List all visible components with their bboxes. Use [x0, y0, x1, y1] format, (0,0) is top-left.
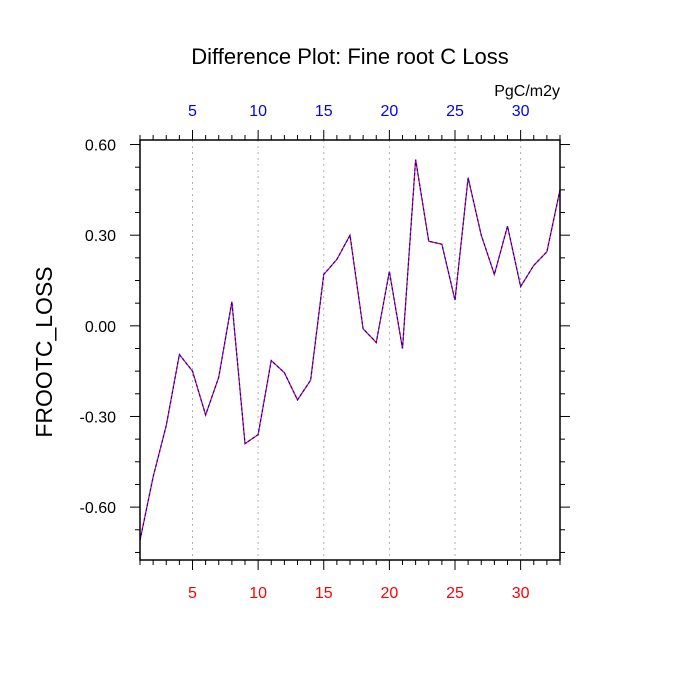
y-axis-label: FROOTC_LOSS [31, 266, 57, 437]
x-tick-label-bottom: 15 [315, 585, 333, 602]
x-tick-label-bottom: 25 [446, 585, 464, 602]
y-tick-label: 0.60 [85, 138, 116, 155]
data-line [139, 159, 561, 541]
units-label: PgC/m2y [494, 83, 560, 100]
plot-area: 0.60 0.30 0.00 -0.30 -0.60 5 5 10 10 15 15 20 20 25 25… [80, 103, 570, 602]
x-tick-label-top: 25 [446, 103, 464, 120]
plot-frame [139, 139, 561, 561]
y-tick-label: 0.00 [85, 319, 116, 336]
x-tick-label-top: 20 [380, 103, 398, 120]
x-tick-label-bottom: 20 [380, 585, 398, 602]
data-line-overlay [139, 159, 561, 541]
x-tick-label-top: 15 [315, 103, 333, 120]
x-tick-label-bottom: 10 [249, 585, 267, 602]
x-tick-label-bottom: 5 [188, 585, 197, 602]
y-tick-label: 0.30 [85, 228, 116, 245]
x-tick-label-bottom: 30 [512, 585, 530, 602]
y-tick-label: -0.60 [80, 500, 117, 517]
chart-title: Difference Plot: Fine root C Loss [191, 44, 509, 69]
x-tick-label-top: 10 [249, 103, 267, 120]
x-tick-label-top: 30 [512, 103, 530, 120]
x-tick-label-top: 5 [188, 103, 197, 120]
y-tick-label: -0.30 [80, 409, 117, 426]
